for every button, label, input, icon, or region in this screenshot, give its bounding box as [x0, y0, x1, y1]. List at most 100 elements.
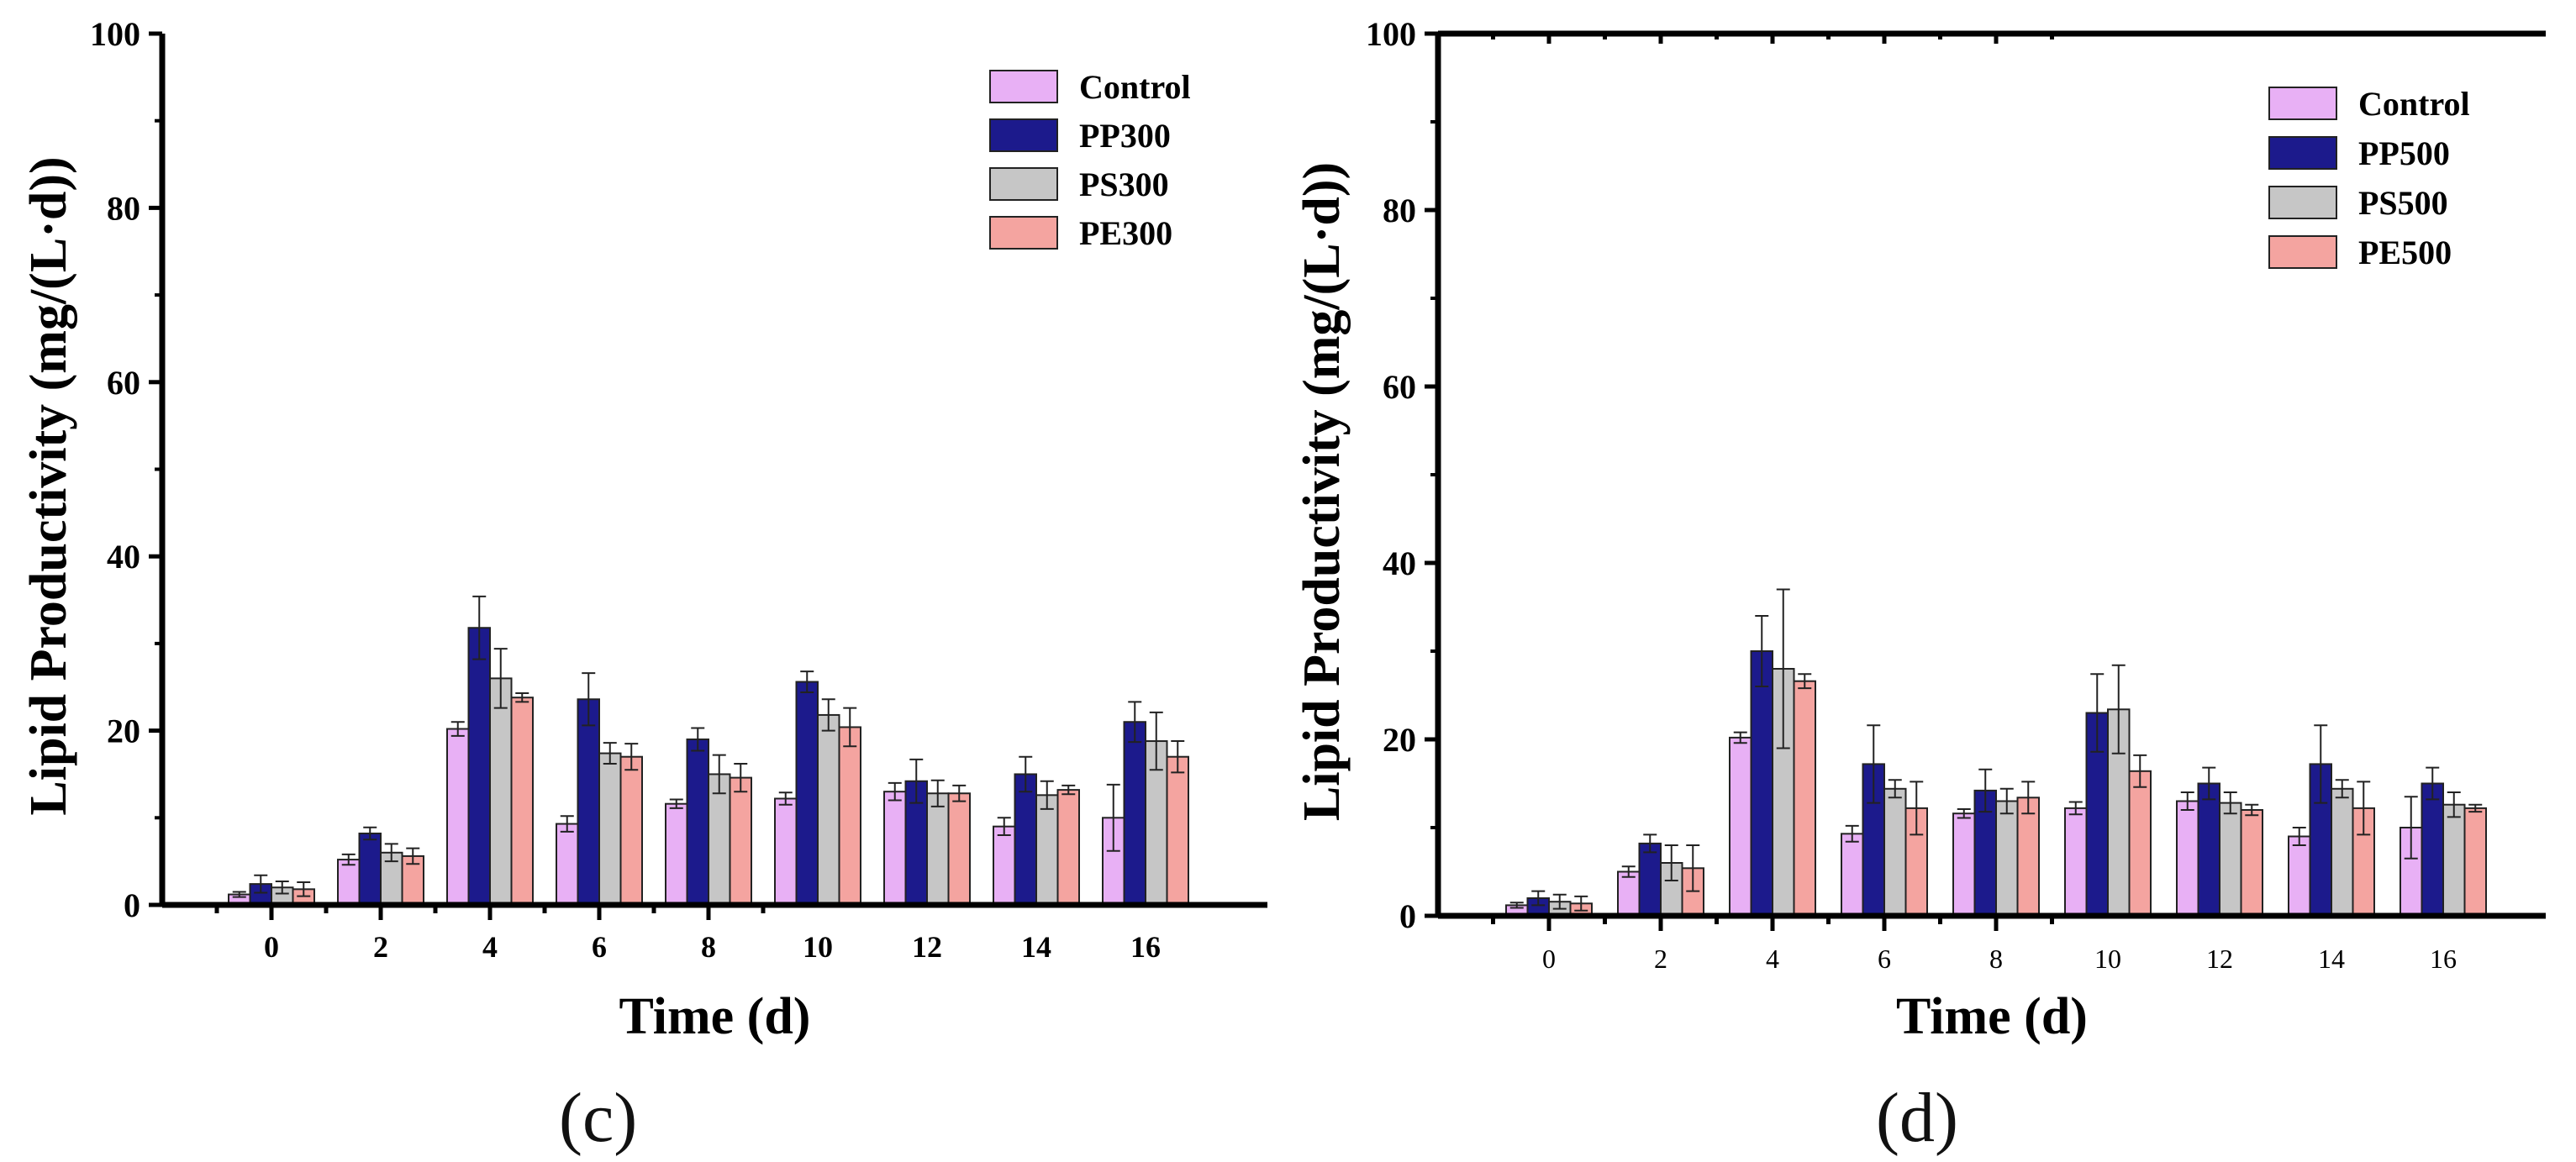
x-tick-label-0: 0 — [1542, 944, 1556, 974]
bar-Control-12 — [883, 791, 907, 906]
y-tick-label-20: 20 — [107, 712, 140, 750]
panel-label-c: (c) — [559, 1079, 638, 1157]
chart-panel-d: 0 20 40 60 80 100 0 2 4 6 8 10 12 14 16 Time (d) Lipid P… — [1293, 15, 2546, 1045]
bar-PS500-16 — [2442, 803, 2466, 918]
legend-label-PS300: PS300 — [1079, 166, 1169, 203]
legend-swatch-PS500 — [2268, 186, 2337, 219]
y-tick-label-0: 0 — [124, 886, 140, 924]
bar-PE500-8 — [2016, 797, 2040, 917]
legend-swatch-PP500 — [2268, 136, 2337, 170]
y-tick-label-60: 60 — [1383, 368, 1416, 406]
x-tick-label-14: 14 — [2318, 944, 2345, 974]
bar-Control-14 — [993, 825, 1016, 906]
legend-label-PE300: PE300 — [1079, 214, 1172, 252]
x-tick-label-6: 6 — [1878, 944, 1891, 974]
bar-Control-8 — [665, 802, 688, 907]
y-axis-title: Lipid Productivity (mg/(L·d)) — [20, 156, 77, 815]
bar-Control-12 — [2176, 800, 2199, 917]
x-tick-label-8: 8 — [1989, 944, 2003, 974]
x-tick-label-4: 4 — [482, 930, 498, 964]
legend-swatch-PE500 — [2268, 235, 2337, 269]
y-tick-label-0: 0 — [1399, 897, 1416, 935]
bar-PP300-8 — [686, 738, 709, 906]
bar-PS300-10 — [817, 713, 840, 907]
y-tick-label-80: 80 — [107, 189, 140, 227]
x-tick-label-16: 16 — [1130, 930, 1161, 964]
bar-PS300-4 — [489, 677, 513, 906]
chart-panel-c: 0 20 40 60 80 100 0 2 4 6 8 10 12 14 16 Time (d) Lipid P… — [20, 15, 1267, 1045]
legend-swatch-PP300 — [989, 118, 1058, 152]
bar-PE300-10 — [838, 726, 861, 907]
bar-PS300-14 — [1035, 794, 1059, 907]
bar-PE300-14 — [1056, 789, 1080, 907]
bar-PP300-2 — [358, 832, 382, 906]
bar-PP500-12 — [2197, 782, 2220, 917]
x-axis-title: Time (d) — [619, 988, 811, 1045]
bar-PE300-8 — [729, 776, 752, 907]
legend-label-Control: Control — [1079, 68, 1191, 106]
x-tick-label-12: 12 — [2206, 944, 2233, 974]
bar-PS500-8 — [1995, 800, 2019, 917]
x-tick-label-10: 10 — [803, 930, 833, 964]
bar-Control-2 — [337, 859, 361, 906]
x-tick-label-6: 6 — [592, 930, 607, 964]
y-tick-label-40: 40 — [107, 538, 140, 576]
y-tick-label-60: 60 — [107, 364, 140, 402]
bar-PS500-14 — [2331, 787, 2354, 917]
bar-PE300-6 — [619, 755, 643, 907]
panel-label-d: (d) — [1876, 1079, 1958, 1157]
bar-PP300-4 — [467, 627, 491, 906]
legend-label-PE500: PE500 — [2358, 234, 2452, 271]
bar-PS500-12 — [2219, 802, 2242, 917]
y-tick-label-20: 20 — [1383, 721, 1416, 759]
bar-PE500-16 — [2463, 807, 2487, 918]
bar-PE500-4 — [1793, 680, 1816, 917]
x-axis-title: Time (d) — [1896, 988, 2088, 1045]
legend-swatch-Control — [989, 70, 1058, 103]
x-tick-label-16: 16 — [2430, 944, 2457, 974]
legend-label-PP300: PP300 — [1079, 117, 1171, 155]
bar-PE300-16 — [1166, 755, 1189, 907]
x-tick-label-2: 2 — [373, 930, 388, 964]
bar-Control-14 — [2288, 835, 2311, 917]
x-tick-label-12: 12 — [912, 930, 942, 964]
y-tick-label-40: 40 — [1383, 544, 1416, 582]
legend-label-Control: Control — [2358, 85, 2470, 123]
y-axis-title: Lipid Productivity (mg/(L·d)) — [1293, 162, 1351, 821]
bar-PS300-12 — [926, 792, 950, 906]
x-tick-label-8: 8 — [701, 930, 716, 964]
bar-PP300-14 — [1014, 773, 1037, 907]
bar-PE500-10 — [2128, 770, 2152, 917]
bar-PS500-6 — [1883, 787, 1907, 917]
legend-label-PS500: PS500 — [2358, 184, 2448, 222]
bar-Control-6 — [1841, 833, 1864, 917]
bar-Control-6 — [556, 823, 579, 907]
bar-PP300-10 — [795, 681, 819, 906]
bar-PP300-16 — [1123, 721, 1146, 906]
bar-PE300-12 — [947, 792, 971, 906]
bar-PP500-2 — [1638, 842, 1662, 918]
y-tick-label-100: 100 — [1366, 15, 1416, 53]
x-tick-label-0: 0 — [264, 930, 279, 964]
bar-Control-4 — [1729, 736, 1752, 918]
bar-PE300-4 — [510, 697, 534, 906]
bar-PS300-6 — [598, 752, 622, 907]
bar-PP300-6 — [577, 698, 600, 906]
legend-label-PP500: PP500 — [2358, 134, 2450, 172]
x-tick-label-10: 10 — [2094, 944, 2121, 974]
x-tick-label-14: 14 — [1021, 930, 1051, 964]
bar-Control-4 — [446, 728, 470, 906]
y-tick-label-100: 100 — [90, 15, 140, 53]
y-tick-label-80: 80 — [1383, 192, 1416, 229]
bar-Control-10 — [2064, 807, 2088, 918]
x-tick-label-4: 4 — [1766, 944, 1779, 974]
legend-swatch-PS300 — [989, 167, 1058, 201]
bar-Control-8 — [1952, 812, 1976, 918]
bar-Control-10 — [774, 797, 798, 907]
bar-PE500-12 — [2240, 809, 2263, 917]
legend-swatch-PE300 — [989, 216, 1058, 250]
bar-PP500-4 — [1750, 650, 1773, 917]
bar-PP500-16 — [2421, 782, 2444, 917]
bar-Control-2 — [1617, 870, 1641, 917]
